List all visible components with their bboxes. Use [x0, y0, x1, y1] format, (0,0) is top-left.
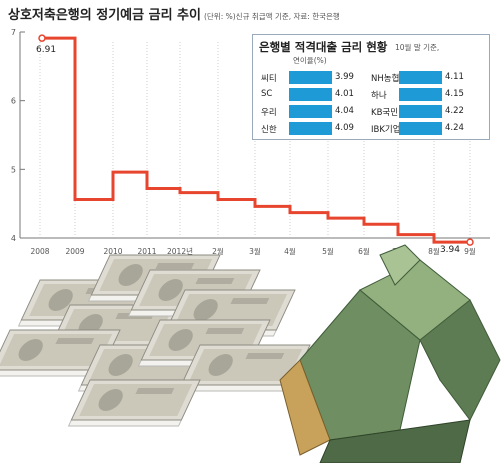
bank-rate-bar — [289, 122, 332, 135]
x-tick-label: 2009 — [65, 247, 84, 256]
bank-rate-bar — [399, 105, 442, 118]
bank-name: 신한 — [261, 125, 277, 135]
bank-rate-bar — [399, 122, 442, 135]
bank-name: IBK기업 — [371, 125, 401, 135]
banknote-bundle — [177, 344, 311, 392]
bank-name: KB국민 — [371, 108, 399, 118]
y-axis-ticks: 4 5 6 7 — [11, 28, 25, 243]
chart-subtitle: (단위: %)신규 취급액 기준, 자료: 한국은행 — [203, 12, 340, 21]
end-value-label: 3.94 — [440, 245, 460, 255]
x-tick-label: 2010 — [103, 247, 122, 256]
panel-title: 은행별 적격대출 금리 현황 — [259, 40, 388, 54]
bank-rate-value: 4.11 — [445, 72, 464, 82]
x-tick-label: 2월 — [212, 246, 224, 256]
bank-name: NH농협 — [371, 74, 400, 84]
bank-rate-value: 4.09 — [335, 123, 354, 133]
x-tick-label: 3월 — [249, 246, 261, 256]
bank-name: 씨티 — [261, 74, 277, 84]
bank-rate-bar — [399, 88, 442, 101]
y-tick-label: 4 — [11, 234, 16, 243]
bank-rate-value: 4.24 — [445, 123, 464, 133]
bank-name: 우리 — [261, 108, 277, 118]
bank-name: SC — [261, 89, 273, 99]
panel-unit: 연이율(%) — [293, 56, 327, 65]
x-tick-label: 9월 — [464, 246, 476, 256]
bank-rate-value: 4.04 — [335, 106, 354, 116]
origami-bird — [279, 244, 501, 463]
x-tick-label: 6월 — [358, 246, 370, 256]
y-tick-label: 6 — [11, 97, 16, 106]
x-tick-label: 2011 — [137, 247, 156, 256]
bank-rate-bar — [399, 71, 442, 84]
x-tick-label: 4월 — [284, 246, 296, 256]
series-markers: 6.91 3.94 — [36, 34, 474, 255]
start-marker — [38, 34, 46, 42]
panel-note: 10월 말 기준, — [395, 43, 440, 52]
bank-rate-panel: 은행별 적격대출 금리 현황 10월 말 기준, 연이율(%) 씨티 3.99 SC… — [252, 34, 490, 140]
bank-rate-bar — [289, 71, 332, 84]
chart-title: 상호저축은행의 정기예금 금리 추이 (단위: %)신규 취급액 기준, 자료: … — [8, 8, 340, 23]
bank-rate-value: 4.01 — [335, 89, 354, 99]
end-marker — [466, 238, 474, 246]
bank-rate-bar — [289, 88, 332, 101]
y-tick-label: 5 — [11, 165, 16, 174]
banknote-bundle — [67, 379, 201, 427]
plot-grid — [19, 32, 490, 239]
bank-name: 하나 — [371, 91, 387, 101]
bank-rate-value: 3.99 — [335, 72, 354, 82]
start-value-label: 6.91 — [36, 45, 56, 55]
bank-rate-bar — [289, 105, 332, 118]
y-tick-label: 7 — [11, 28, 16, 37]
banknote-illustration — [0, 244, 501, 463]
bank-rate-value: 4.15 — [445, 89, 464, 99]
x-tick-label: 2008 — [30, 247, 49, 256]
series-line — [42, 36, 470, 244]
bank-rate-value: 4.22 — [445, 106, 464, 116]
x-tick-label: 8월 — [428, 246, 440, 256]
x-tick-label: 5월 — [322, 246, 334, 256]
